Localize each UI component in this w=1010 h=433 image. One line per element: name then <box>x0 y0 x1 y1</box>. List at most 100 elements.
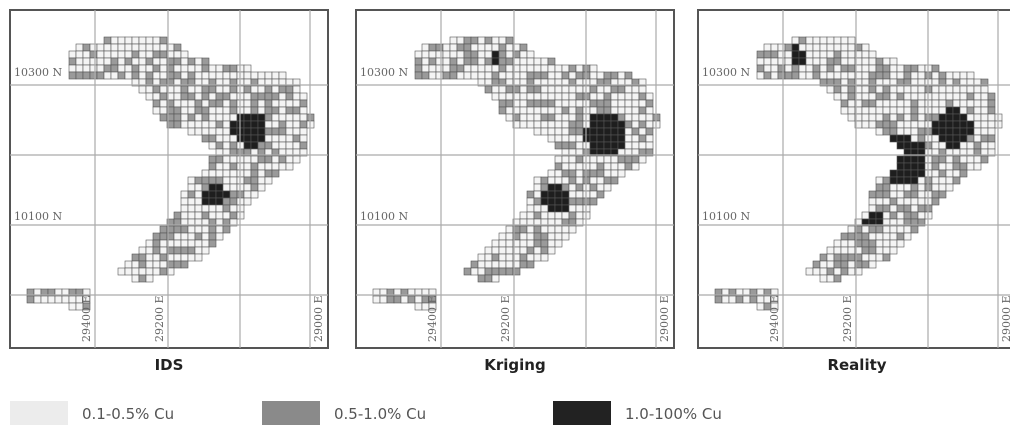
ore-block <box>181 240 188 247</box>
ore-block <box>429 65 436 72</box>
ore-block <box>639 100 646 107</box>
ore-block <box>953 170 960 177</box>
ore-block <box>541 65 548 72</box>
ore-block <box>820 58 827 65</box>
ore-block <box>883 233 890 240</box>
ore-block <box>639 114 646 121</box>
ore-block <box>202 177 209 184</box>
ore-block <box>883 128 890 135</box>
ore-block <box>883 86 890 93</box>
ore-block <box>639 107 646 114</box>
ore-block <box>478 275 485 282</box>
ore-block <box>188 233 195 240</box>
ore-block <box>111 72 118 79</box>
ore-block <box>125 51 132 58</box>
ore-block <box>555 135 562 142</box>
ore-block <box>223 212 230 219</box>
ore-block <box>576 191 583 198</box>
ore-block <box>918 128 925 135</box>
ore-block <box>932 184 939 191</box>
ore-block <box>764 72 771 79</box>
ore-block <box>569 86 576 93</box>
ore-block <box>534 121 541 128</box>
ore-block <box>118 37 125 44</box>
ore-block <box>562 100 569 107</box>
ore-block <box>174 107 181 114</box>
ore-block <box>569 93 576 100</box>
ore-block <box>146 44 153 51</box>
ore-block <box>897 163 904 170</box>
ore-block <box>932 191 939 198</box>
ore-block <box>960 100 967 107</box>
ore-block <box>897 100 904 107</box>
ore-block <box>939 128 946 135</box>
ore-block <box>883 226 890 233</box>
ore-block <box>555 240 562 247</box>
ore-block <box>757 296 764 303</box>
ore-block <box>300 107 307 114</box>
ore-block <box>541 177 548 184</box>
ore-block <box>541 114 548 121</box>
ore-block <box>174 247 181 254</box>
ore-block <box>890 72 897 79</box>
ore-block <box>562 135 569 142</box>
ore-block <box>939 184 946 191</box>
ore-block <box>286 114 293 121</box>
ore-block <box>492 261 499 268</box>
ore-block <box>202 198 209 205</box>
ore-block <box>904 114 911 121</box>
ore-block <box>541 121 548 128</box>
ore-block <box>258 163 265 170</box>
ore-block <box>181 107 188 114</box>
ore-block <box>590 163 597 170</box>
ore-block <box>904 170 911 177</box>
ore-block <box>904 156 911 163</box>
ore-block <box>890 240 897 247</box>
ore-block <box>862 65 869 72</box>
ore-block <box>506 72 513 79</box>
ore-block <box>639 86 646 93</box>
ore-block <box>632 93 639 100</box>
ore-block <box>223 107 230 114</box>
ore-block <box>974 163 981 170</box>
ore-block <box>499 107 506 114</box>
ore-block <box>576 128 583 135</box>
ore-block <box>918 135 925 142</box>
ore-block <box>506 254 513 261</box>
ore-block <box>897 135 904 142</box>
ore-block <box>244 184 251 191</box>
ore-block <box>450 51 457 58</box>
ore-block <box>862 261 869 268</box>
ore-block <box>160 261 167 268</box>
ore-block <box>188 198 195 205</box>
ore-block <box>827 247 834 254</box>
ore-block <box>897 65 904 72</box>
ore-block <box>883 100 890 107</box>
ore-block <box>541 58 548 65</box>
ore-block <box>457 72 464 79</box>
ore-block <box>111 58 118 65</box>
ore-block <box>604 184 611 191</box>
ore-block <box>188 254 195 261</box>
ore-block <box>548 135 555 142</box>
ore-block <box>848 240 855 247</box>
ore-block <box>188 184 195 191</box>
northing-label: 10300 N <box>14 66 62 79</box>
ore-block <box>918 93 925 100</box>
ore-block <box>932 72 939 79</box>
ore-block <box>562 163 569 170</box>
ore-block <box>188 205 195 212</box>
ore-block <box>279 93 286 100</box>
ore-block <box>562 205 569 212</box>
ore-block <box>904 142 911 149</box>
ore-block <box>904 205 911 212</box>
ore-block <box>848 93 855 100</box>
ore-block <box>251 170 258 177</box>
ore-block <box>876 205 883 212</box>
ore-block <box>527 100 534 107</box>
ore-block <box>527 114 534 121</box>
ore-block <box>265 163 272 170</box>
ore-block <box>258 128 265 135</box>
ore-block <box>827 268 834 275</box>
ore-block <box>485 254 492 261</box>
